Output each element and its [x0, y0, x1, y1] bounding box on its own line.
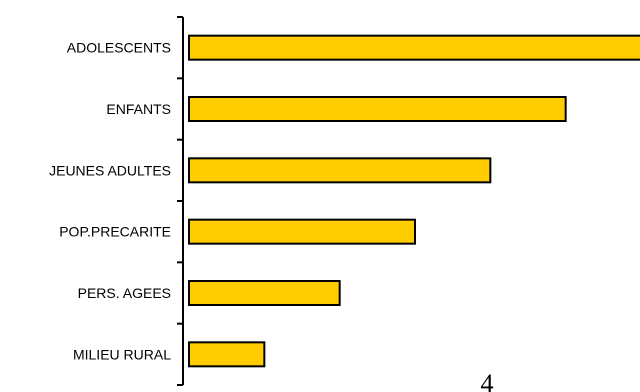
- bar-enfants: [188, 96, 567, 122]
- bar-jeunes-adultes: [188, 157, 492, 184]
- category-label: ENFANTS: [106, 101, 171, 117]
- category-label: JEUNES ADULTES: [49, 162, 171, 178]
- bar-pop-precarite: [188, 218, 416, 245]
- category-label: MILIEU RURAL: [73, 346, 171, 362]
- y-axis-group: [177, 16, 184, 386]
- bars-group: [188, 34, 640, 368]
- category-label: POP.PRECARITE: [59, 224, 171, 240]
- page-number: 4: [481, 369, 494, 392]
- bar-pers-agees: [188, 280, 341, 306]
- bar-adolescents: [188, 34, 640, 61]
- category-label: ADOLESCENTS: [67, 40, 171, 56]
- category-labels-group: ADOLESCENTS ENFANTS JEUNES ADULTES POP.PREC…: [49, 40, 171, 363]
- bar-milieu-rural: [188, 341, 266, 368]
- category-label: PERS. AGEES: [78, 285, 171, 301]
